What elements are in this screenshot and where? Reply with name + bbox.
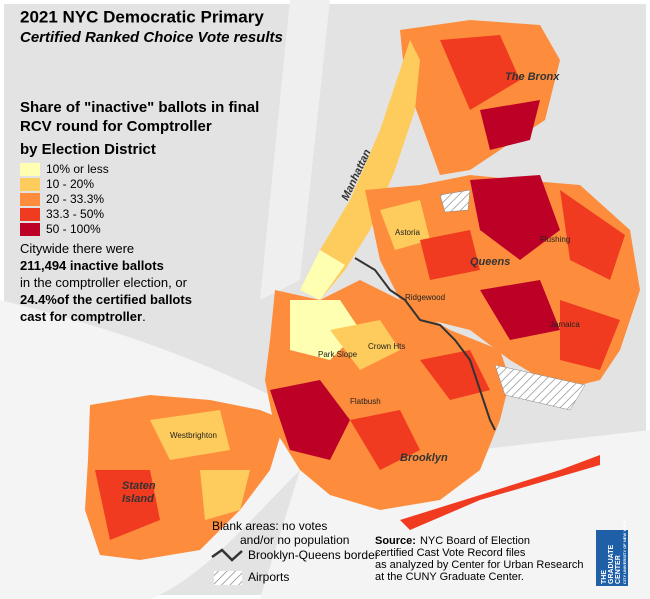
border-icon <box>211 548 243 562</box>
source-line: at the CUNY Graduate Center. <box>375 571 524 583</box>
place-label: Ridgewood <box>405 293 445 302</box>
rockaway <box>400 455 600 530</box>
place-label: Staten <box>122 480 156 492</box>
airport-lga <box>439 189 471 213</box>
summary-line: cast for comptroller. <box>20 309 146 324</box>
place-label: Westbrighton <box>170 431 217 440</box>
summary-line: 211,494 inactive ballots <box>20 258 164 273</box>
place-label: Island <box>122 493 154 505</box>
source-label: Source: <box>375 535 416 547</box>
notes: Blank areas: no votes and/or no populati… <box>211 519 379 585</box>
summary-text: 24.4%of the certified ballots <box>20 292 192 307</box>
place-label: Park Slope <box>318 350 358 359</box>
legend-swatch <box>20 223 40 236</box>
district-patches <box>95 35 625 540</box>
summary: Citywide there were 211,494 inactive ball… <box>20 241 192 324</box>
summary-text: cast for comptroller <box>20 309 142 324</box>
legend-label: 20 - 33.3% <box>46 192 104 206</box>
place-label: Brooklyn <box>400 452 448 464</box>
logo: THE GRADUATE CENTER CITY UNIVERSITY OF NEW … <box>596 520 628 586</box>
legend-swatch <box>20 208 40 221</box>
subtitle: Certified Ranked Choice Vote results <box>20 29 283 46</box>
legend-title: Share of "inactive" ballots in final <box>20 99 259 116</box>
note: and/or no population <box>240 533 349 547</box>
summary-text: in the comptroller election, or <box>20 275 188 290</box>
airport-icon <box>214 571 242 585</box>
summary-text: Citywide there were <box>20 241 134 256</box>
legend-title: RCV round for Comptroller <box>20 118 212 135</box>
summary-line: in the comptroller election, or <box>20 275 188 290</box>
logo-box <box>596 530 628 586</box>
source-line: as analyzed by Center for Urban Research <box>375 559 584 571</box>
legend: Share of "inactive" ballots in final RCV … <box>20 99 259 236</box>
source-line: certified Cast Vote Record files <box>375 547 526 559</box>
borough-border <box>354 257 496 431</box>
place-label: Flushing <box>540 235 570 244</box>
place-label: Crown Hts <box>368 342 405 351</box>
logo-text: CENTER <box>615 555 622 584</box>
legend-label: 10% or less <box>46 162 109 176</box>
legend-label: 50 - 100% <box>46 222 101 236</box>
logo-text: GRADUATE <box>608 545 615 584</box>
legend-swatch <box>20 193 40 206</box>
water <box>260 0 330 300</box>
source-line: Source: NYC Board of Election <box>375 535 530 547</box>
place-label: Flatbush <box>350 397 381 406</box>
legend-swatch <box>20 163 40 176</box>
summary-line: 24.4%of the certified ballots <box>20 292 192 307</box>
summary-line: Citywide there were <box>20 241 134 256</box>
summary-text: . <box>142 309 146 324</box>
place-label: Astoria <box>395 228 420 237</box>
title: 2021 NYC Democratic Primary <box>20 7 264 26</box>
note: Brooklyn-Queens border <box>248 548 379 562</box>
logo-text: CITY UNIVERSITY OF NEW YORK <box>622 520 627 584</box>
legend-label: 10 - 20% <box>46 177 94 191</box>
place-label: The Bronx <box>505 71 560 83</box>
legend-title: by Election District <box>20 141 156 158</box>
manhattan <box>300 40 420 300</box>
note: Airports <box>248 570 289 584</box>
note: Blank areas: no votes <box>212 519 327 533</box>
place-label: Queens <box>470 256 510 268</box>
legend-swatch <box>20 178 40 191</box>
logo-text: THE <box>601 570 608 584</box>
place-label: Jamaica <box>550 320 580 329</box>
airport-jfk <box>494 364 586 411</box>
summary-text: 211,494 inactive ballots <box>20 258 164 273</box>
legend-label: 33.3 - 50% <box>46 207 104 221</box>
source-text: NYC Board of Election <box>420 535 530 547</box>
